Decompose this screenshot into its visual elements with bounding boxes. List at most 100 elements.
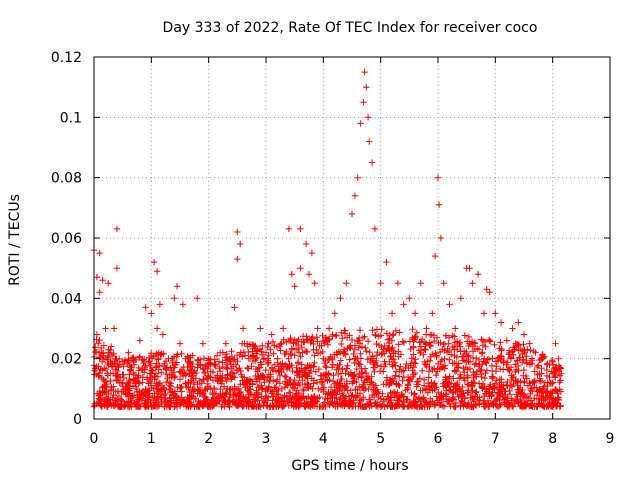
data-point — [234, 255, 241, 263]
data-point — [148, 374, 156, 381]
data-point — [270, 393, 277, 400]
data-point — [130, 391, 138, 399]
data-point — [293, 368, 300, 376]
data-point — [254, 368, 261, 375]
data-point — [320, 385, 327, 393]
data-point — [182, 372, 189, 379]
data-point — [486, 403, 493, 410]
data-point — [299, 349, 306, 356]
data-point — [387, 352, 395, 360]
data-point — [95, 340, 102, 347]
data-point — [496, 376, 503, 383]
data-point — [277, 347, 284, 354]
data-point — [446, 386, 453, 393]
data-point — [127, 399, 134, 407]
data-point — [431, 380, 438, 387]
data-point — [463, 353, 470, 360]
data-point — [435, 389, 442, 396]
data-point — [358, 365, 365, 372]
data-point — [533, 395, 541, 403]
data-point — [405, 377, 413, 384]
data-point — [237, 367, 244, 375]
data-point — [479, 337, 487, 344]
data-point — [239, 325, 247, 332]
data-point — [527, 347, 534, 354]
data-point — [380, 396, 388, 403]
data-point — [272, 368, 280, 375]
y-tick-label: 0.04 — [51, 291, 82, 307]
data-point — [521, 378, 528, 385]
data-point — [369, 327, 376, 334]
data-point — [526, 340, 533, 347]
data-point — [185, 354, 192, 361]
plot-frame — [93, 56, 611, 420]
data-point — [506, 387, 513, 395]
data-point — [96, 354, 103, 361]
data-point — [186, 388, 193, 396]
data-point — [446, 375, 453, 382]
data-point — [445, 340, 452, 347]
data-point — [288, 271, 295, 278]
data-point — [177, 369, 185, 376]
data-point — [212, 362, 219, 370]
data-point — [448, 351, 455, 358]
data-point — [457, 374, 464, 381]
data-point — [392, 372, 399, 379]
data-point — [316, 393, 323, 401]
data-point — [420, 382, 428, 389]
data-point — [311, 352, 318, 359]
data-point — [413, 329, 421, 336]
x-tick-label: 4 — [319, 431, 328, 447]
data-point — [419, 367, 426, 374]
data-point — [341, 330, 349, 337]
data-point — [548, 390, 555, 397]
data-point — [355, 337, 362, 344]
data-point — [497, 339, 504, 346]
data-point — [216, 397, 223, 404]
data-point — [460, 390, 467, 397]
data-point — [95, 395, 102, 402]
data-point — [108, 343, 115, 350]
data-point — [363, 84, 370, 91]
data-point — [104, 370, 111, 377]
data-point — [544, 393, 551, 401]
data-point — [364, 338, 372, 345]
data-point — [179, 301, 187, 308]
axis-ticks: 0 1 2 3 4 5 6 7 8 9 0 0.02 0.04 0.06 0.08 0.1 0.12 — [51, 50, 615, 447]
data-point — [265, 359, 272, 366]
data-point — [105, 401, 112, 408]
data-point — [337, 382, 344, 389]
data-point — [460, 365, 467, 372]
data-point — [379, 390, 386, 397]
data-point — [548, 368, 555, 375]
data-point — [274, 355, 281, 362]
data-point — [188, 373, 195, 380]
data-point — [148, 384, 155, 392]
data-point — [366, 403, 373, 410]
data-point — [194, 295, 201, 302]
data-point — [336, 396, 343, 403]
data-point — [319, 348, 326, 356]
data-point — [121, 401, 128, 408]
data-point — [287, 334, 294, 342]
data-point — [99, 277, 106, 284]
data-point — [192, 374, 200, 382]
data-point — [548, 357, 556, 364]
data-point — [93, 348, 100, 356]
data-point — [492, 310, 499, 317]
data-point — [462, 401, 469, 408]
data-point — [289, 393, 296, 401]
data-point — [481, 355, 488, 362]
data-point — [518, 403, 526, 410]
data-point — [281, 378, 289, 385]
data-point — [245, 355, 252, 362]
data-point — [502, 391, 509, 399]
data-point — [473, 388, 480, 395]
data-point — [189, 393, 197, 400]
data-point — [209, 389, 216, 397]
data-point — [101, 365, 108, 372]
data-point — [149, 392, 156, 400]
data-point — [126, 387, 133, 394]
data-point — [438, 356, 445, 364]
data-point — [99, 383, 106, 391]
